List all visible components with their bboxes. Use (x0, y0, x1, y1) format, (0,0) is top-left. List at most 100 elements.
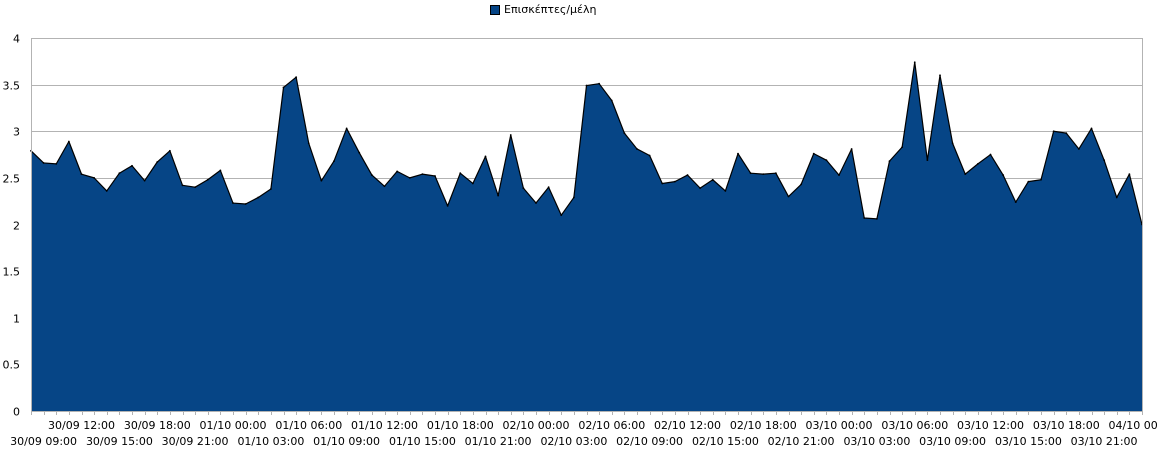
legend-label: Επισκέπτες/μέλη (504, 3, 597, 16)
x-tick-label: 03/10 18:00 (1033, 419, 1100, 432)
data-point (181, 184, 184, 187)
data-point (93, 176, 96, 179)
y-tick-label: 3 (13, 126, 20, 139)
data-point (80, 173, 83, 176)
legend: Επισκέπτες/μέλη (490, 3, 596, 16)
data-point (648, 154, 651, 157)
data-point (421, 173, 424, 176)
y-tick-label: 2.5 (3, 173, 21, 186)
x-axis: 30/09 09:00 30/09 12:00 30/09 15:00 30/09 1… (10, 411, 1157, 448)
data-point (105, 190, 108, 192)
data-point (901, 146, 904, 149)
x-tick-label: 02/10 00:00 (503, 419, 570, 432)
data-point (1040, 178, 1042, 181)
x-tick-label: 02/10 12:00 (654, 419, 721, 432)
data-point (67, 140, 70, 143)
data-point (459, 172, 462, 175)
x-tick-label: 01/10 21:00 (465, 435, 532, 448)
data-point (1077, 148, 1080, 150)
data-point (1065, 132, 1068, 135)
data-point (232, 202, 234, 204)
data-point (787, 195, 790, 198)
data-point (560, 214, 563, 217)
data-point (257, 196, 260, 199)
axes (31, 38, 1143, 412)
x-tick-label: 01/10 15:00 (389, 435, 456, 448)
data-point (1027, 180, 1030, 183)
data-point (926, 159, 929, 162)
data-point (358, 151, 361, 154)
x-tick-label: 03/10 21:00 (1071, 435, 1138, 448)
data-point (1103, 159, 1106, 162)
data-point (749, 172, 752, 175)
x-tick-label: 01/10 09:00 (313, 435, 380, 448)
data-point (661, 182, 664, 185)
data-point (686, 174, 689, 176)
x-tick-label: 02/10 15:00 (692, 435, 759, 448)
data-point (989, 153, 992, 156)
x-tick-label: 03/10 06:00 (881, 419, 948, 432)
y-tick-label: 4 (13, 33, 20, 46)
y-tick-label: 2 (13, 220, 20, 233)
data-point (535, 202, 537, 204)
data-point (1002, 174, 1005, 176)
data-point (939, 74, 941, 77)
data-point (522, 187, 525, 190)
data-point (623, 132, 626, 135)
y-tick-label: 1.5 (3, 266, 21, 279)
x-tick-label: 01/10 06:00 (275, 419, 342, 432)
data-point (484, 155, 487, 158)
data-point (320, 179, 323, 182)
data-point (168, 149, 171, 152)
data-point (131, 164, 133, 167)
data-point (673, 180, 676, 183)
data-point (547, 186, 550, 189)
data-point (143, 179, 146, 182)
x-tick-label: 03/10 15:00 (995, 435, 1062, 448)
data-point (636, 148, 638, 150)
data-point (913, 61, 916, 64)
data-point (446, 204, 449, 207)
x-tick-label: 30/09 15:00 (86, 435, 153, 448)
x-tick-label: 01/10 03:00 (237, 435, 304, 448)
data-point (156, 161, 159, 163)
x-tick-label: 02/10 09:00 (616, 435, 683, 448)
y-tick-label: 0.5 (3, 359, 21, 372)
data-point (964, 173, 967, 176)
y-axis: 0 0.5 1 1.5 2 2.5 3 3.5 4 (3, 33, 21, 419)
y-tick-label: 0 (13, 406, 20, 419)
data-point (497, 194, 500, 197)
data-point (825, 159, 828, 162)
data-point (269, 188, 272, 190)
data-point (951, 142, 954, 145)
data-point (737, 152, 739, 155)
data-point (875, 218, 878, 220)
plot-area (30, 61, 1143, 411)
data-point (850, 148, 853, 150)
legend-swatch (490, 4, 500, 15)
data-point (509, 134, 512, 136)
data-point (345, 127, 348, 130)
data-point (699, 187, 702, 190)
data-point (774, 172, 777, 175)
x-tick-label: 04/10 00:00 (1109, 419, 1157, 432)
x-tick-label: 02/10 06:00 (578, 419, 645, 432)
data-point (118, 172, 121, 175)
x-tick-label: 01/10 18:00 (427, 419, 494, 432)
x-tick-label: 02/10 18:00 (730, 419, 797, 432)
data-point (434, 175, 436, 177)
data-point (333, 160, 335, 162)
x-tick-label: 02/10 03:00 (540, 435, 607, 448)
data-point (396, 170, 399, 173)
data-point (1052, 130, 1055, 133)
data-point (1014, 201, 1017, 204)
data-point (598, 82, 601, 85)
x-tick-label: 02/10 21:00 (768, 435, 835, 448)
y-tick-label: 1 (13, 313, 20, 326)
data-point (838, 174, 840, 176)
x-tick-label: 03/10 03:00 (843, 435, 910, 448)
data-point (55, 162, 58, 165)
data-point (307, 142, 310, 145)
area-fill (31, 62, 1142, 411)
data-point (572, 196, 575, 199)
